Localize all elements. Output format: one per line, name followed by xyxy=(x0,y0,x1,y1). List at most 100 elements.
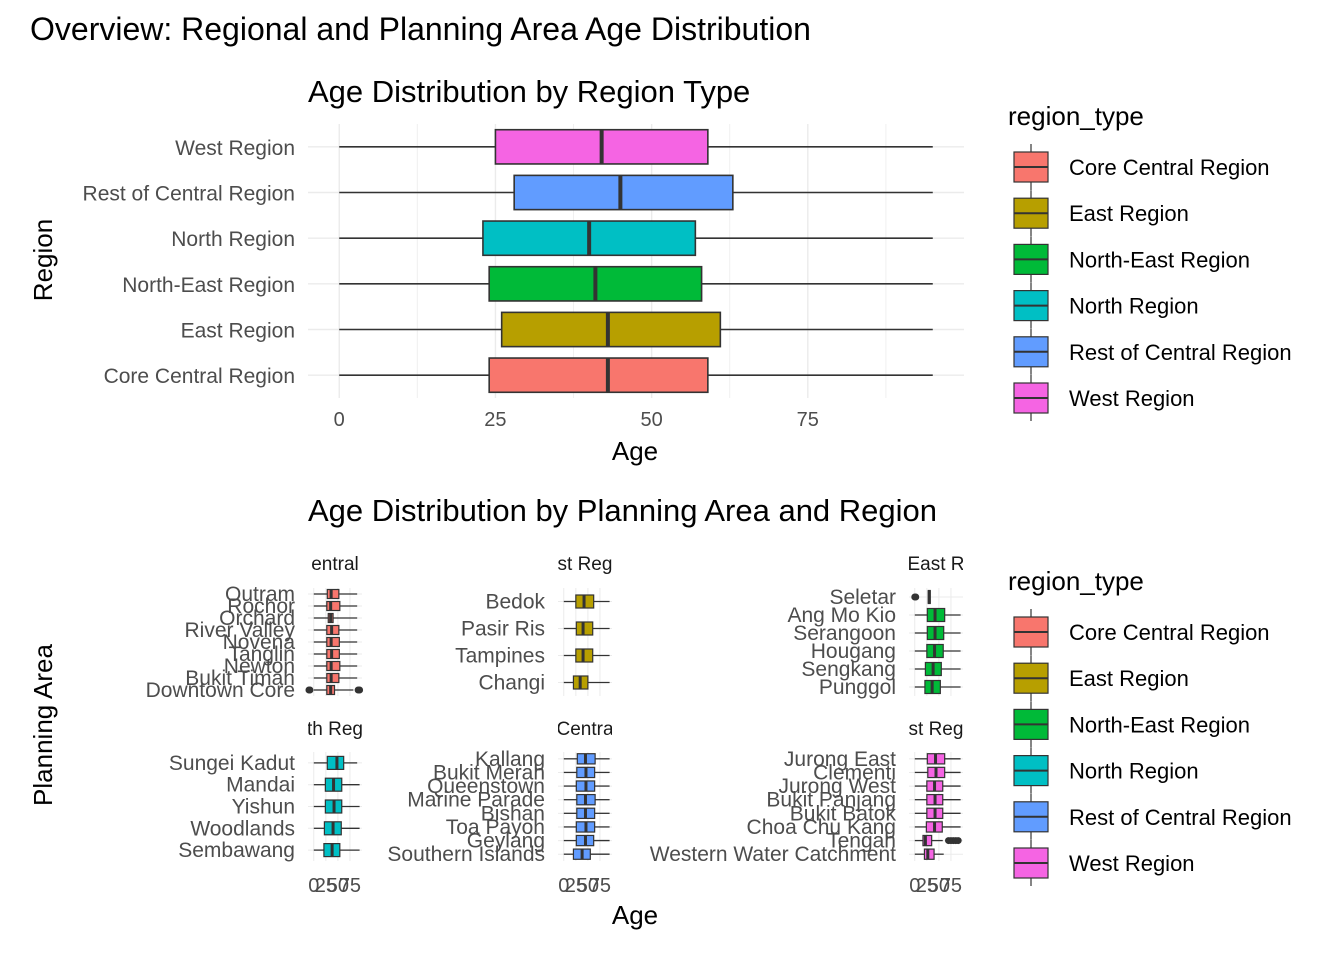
box-rect xyxy=(326,588,340,600)
top-x-axis-label: Age xyxy=(612,436,658,466)
y-tick-label: Bukit Panjang xyxy=(766,789,896,812)
page-title: Overview: Regional and Planning Area Age… xyxy=(30,11,811,47)
legend-item-north-east-region: North-East Region xyxy=(1013,701,1250,748)
box-bukit-timah xyxy=(313,672,358,684)
legend-label: Rest of Central Region xyxy=(1069,805,1292,830)
y-tick-label: Sembawang xyxy=(178,839,295,862)
outlier-point xyxy=(954,837,962,845)
y-tick-label: Pasir Ris xyxy=(461,618,545,641)
top-legend-title: region_type xyxy=(1008,101,1144,131)
facet-strip-label: th Reg xyxy=(307,719,363,740)
legend-label: North-East Region xyxy=(1069,712,1250,737)
box-sembawang xyxy=(313,842,360,858)
box-serangoon xyxy=(914,625,961,641)
legend-item-east-region: East Region xyxy=(1013,655,1189,702)
box-rect xyxy=(513,174,734,211)
box-novena xyxy=(313,636,358,648)
y-tick-label: Tanglin xyxy=(228,643,295,666)
y-tick-label: Marine Parade xyxy=(407,789,545,812)
x-tick-label: 25 xyxy=(565,875,587,897)
y-tick-label: Bedok xyxy=(485,591,545,614)
legend-label: North-East Region xyxy=(1069,247,1250,272)
y-tick-label: Bukit Merah xyxy=(433,761,545,784)
box-tengah xyxy=(914,834,962,847)
box-newton xyxy=(313,660,358,672)
y-tick-label: Hougang xyxy=(811,640,896,663)
x-tick-label: 0 xyxy=(909,875,920,897)
top-legend: Core Central Region East Region North-East… xyxy=(1013,144,1292,421)
box-core-central-region xyxy=(339,357,933,394)
legend-item-east-region: East Region xyxy=(1013,190,1189,237)
box-choa-chu-kang xyxy=(914,821,961,833)
legend-label: West Region xyxy=(1069,851,1195,876)
box-toa-payoh xyxy=(563,821,610,833)
box-rect xyxy=(326,660,341,672)
y-tick-label: Bukit Timah xyxy=(185,667,295,690)
x-tick-label: 50 xyxy=(640,409,662,431)
bottom-chart-title: Age Distribution by Planning Area and Re… xyxy=(308,493,937,528)
box-sungei-kadut xyxy=(313,755,358,771)
y-tick-label: Ang Mo Kio xyxy=(787,604,896,627)
box-ang-mo-kio xyxy=(914,607,961,623)
y-tick-label: Orchard xyxy=(219,607,295,630)
box-tampines xyxy=(563,648,610,663)
box-seletar xyxy=(911,589,931,605)
bottom-legend-title: region_type xyxy=(1008,566,1144,596)
x-tick-label: 50 xyxy=(577,875,599,897)
legend-label: North Region xyxy=(1069,294,1199,319)
y-tick-label: Choa Chu Kang xyxy=(747,816,896,839)
box-geylang xyxy=(563,834,610,847)
box-rect xyxy=(922,834,933,847)
y-tick-label: Queenstown xyxy=(427,775,545,798)
facet-strip-label: entral xyxy=(311,554,359,575)
x-tick-label: 50 xyxy=(928,875,950,897)
x-tick-label: 25 xyxy=(916,875,938,897)
box-yishun xyxy=(313,799,360,814)
box-rochor xyxy=(313,600,358,612)
x-tick-label: 0 xyxy=(558,875,569,897)
box-rest-of-central-region xyxy=(339,174,933,211)
box-rect xyxy=(326,600,341,612)
box-rect xyxy=(326,672,340,684)
box-jurong-west xyxy=(914,780,961,792)
y-tick-label: Southern Islands xyxy=(387,843,545,866)
y-tick-label: Rochor xyxy=(227,595,295,618)
y-tick-label: Punggol xyxy=(819,676,896,699)
y-tick-label: Tampines xyxy=(455,645,545,668)
y-tick-label: Serangoon xyxy=(793,622,896,645)
x-tick-label: 0 xyxy=(334,409,345,431)
x-tick-label: 75 xyxy=(589,875,611,897)
legend-item-west-region: West Region xyxy=(1013,375,1195,421)
legend-label: Rest of Central Region xyxy=(1069,340,1292,365)
top-chart-title: Age Distribution by Region Type xyxy=(308,74,750,109)
legend-item-core-central-region: Core Central Region xyxy=(1013,144,1270,190)
facet-strip-label: st Reg xyxy=(909,719,964,740)
box-clementi xyxy=(914,766,961,779)
box-changi xyxy=(563,675,610,690)
y-tick-label: Changi xyxy=(478,672,545,695)
y-tick-label: West Region xyxy=(175,137,295,160)
legend-label: East Region xyxy=(1069,666,1189,691)
y-tick-label: Jurong East xyxy=(784,748,896,771)
box-southern-islands xyxy=(563,848,610,860)
x-tick-label: 25 xyxy=(315,875,337,897)
legend-label: North Region xyxy=(1069,759,1199,784)
y-tick-label: River Valley xyxy=(185,619,296,642)
y-tick-label: Outram xyxy=(225,583,295,606)
y-tick-label: Tengah xyxy=(827,830,896,853)
box-river-valley xyxy=(313,624,358,636)
outlier-point xyxy=(912,593,920,601)
y-tick-label: Downtown Core xyxy=(146,679,295,702)
box-bukit-batok xyxy=(914,807,961,820)
top-y-axis-label: Region xyxy=(28,219,58,301)
box-east-region xyxy=(339,311,933,348)
x-tick-label: 25 xyxy=(484,409,506,431)
box-hougang xyxy=(914,643,961,659)
facet-strip-label: East R xyxy=(907,554,964,575)
facet-north-region: th Reg Sungei KadutMandaiYishunWoodlandsS… xyxy=(169,719,363,897)
